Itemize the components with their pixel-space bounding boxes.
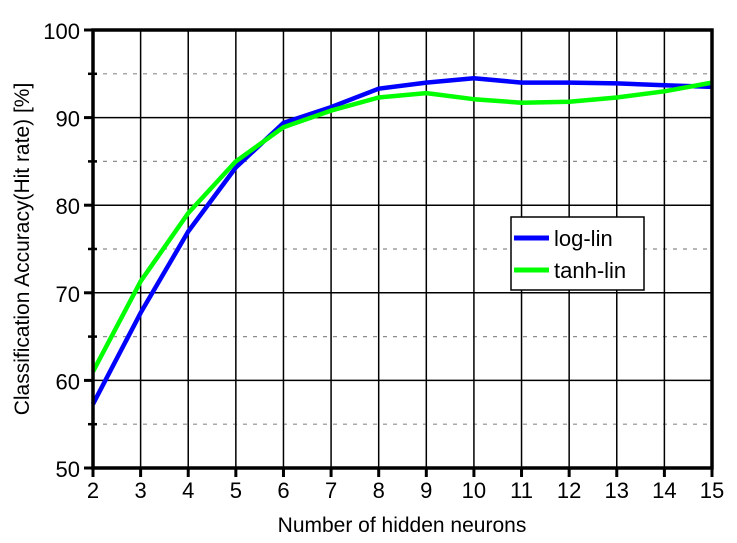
x-tick-label: 14	[652, 478, 676, 503]
y-axis-label: Classification Accuracy(Hit rate) [%]	[11, 83, 34, 416]
x-axis-ticks: 2 3 4 5 6 7 8 9 10 11 12 13 14 15	[87, 468, 724, 503]
x-tick-label: 6	[277, 478, 289, 503]
x-tick-label: 10	[462, 478, 486, 503]
legend-label-log-lin: log-lin	[554, 226, 613, 251]
y-tick-label: 80	[56, 194, 80, 219]
legend: log-lin tanh-lin	[510, 216, 645, 291]
x-tick-label: 11	[510, 478, 533, 503]
x-tick-label: 13	[605, 478, 629, 503]
y-tick-label: 100	[43, 19, 80, 44]
x-tick-label: 12	[557, 478, 581, 503]
y-tick-label: 60	[56, 369, 80, 394]
y-tick-label: 90	[56, 107, 80, 132]
x-axis-label: Number of hidden neurons	[278, 514, 527, 537]
y-axis-ticks: 50 60 70 80 90 100	[43, 19, 97, 482]
x-tick-label: 7	[325, 478, 337, 503]
x-tick-label: 8	[373, 478, 385, 503]
legend-label-tanh-lin: tanh-lin	[554, 258, 626, 283]
y-tick-label: 50	[56, 457, 80, 482]
x-tick-label: 2	[87, 478, 99, 503]
series-line-log-lin	[91, 75, 713, 406]
x-tick-label: 9	[420, 478, 432, 503]
y-tick-label: 70	[56, 282, 80, 307]
legend-box	[510, 216, 645, 291]
x-tick-label: 5	[230, 478, 242, 503]
data-series	[91, 75, 713, 406]
series-line-tanh-lin	[91, 80, 713, 373]
x-tick-label: 3	[134, 478, 146, 503]
x-tick-label: 4	[182, 478, 194, 503]
x-tick-label: 15	[700, 478, 724, 503]
